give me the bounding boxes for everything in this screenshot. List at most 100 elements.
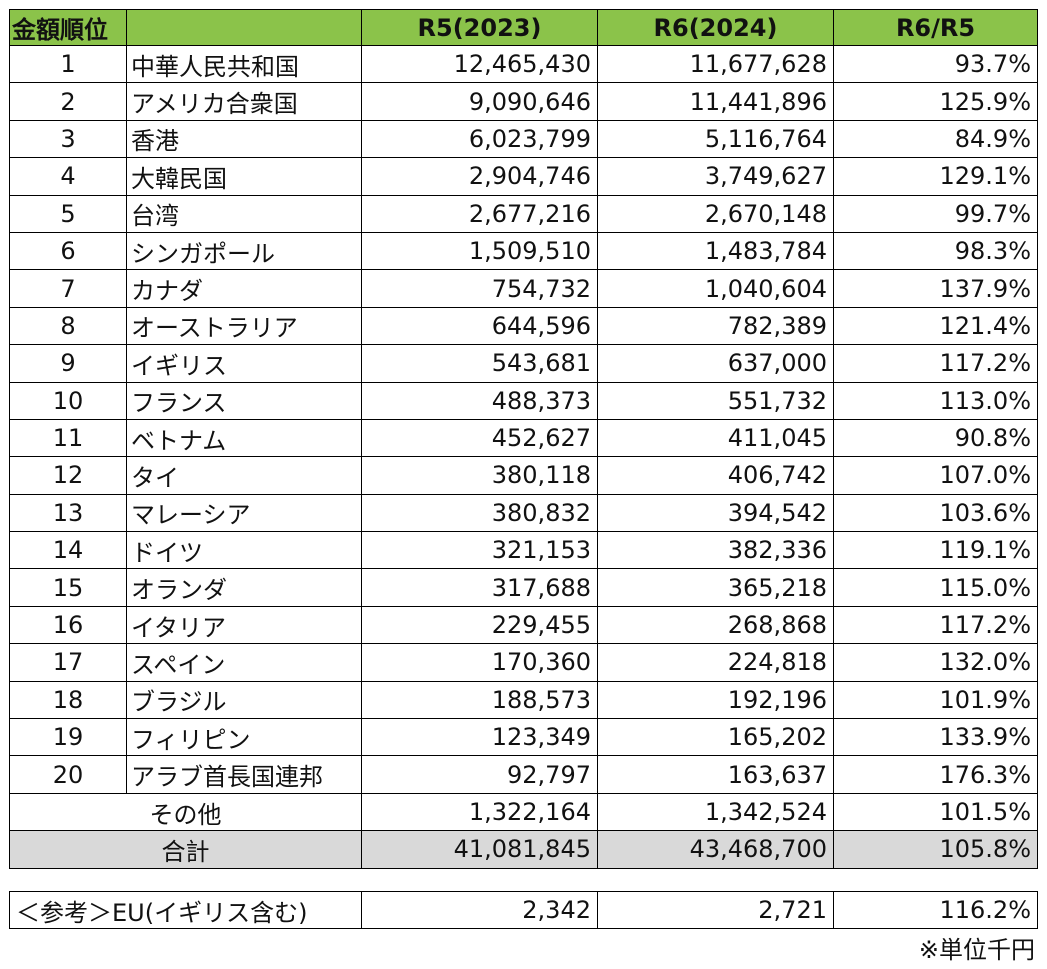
- table-row: 16 イタリア 229,455 268,868 117.2%: [9, 605, 1038, 645]
- rank-cell: 4: [9, 157, 127, 196]
- ratio-cell: 84.9%: [833, 119, 1038, 159]
- ratio-cell: 176.3%: [833, 755, 1038, 794]
- country-cell: ブラジル: [126, 680, 362, 720]
- ratio-cell: 129.1%: [833, 157, 1038, 196]
- country-cell: フィリピン: [126, 718, 362, 757]
- ratio-cell: 113.0%: [833, 381, 1038, 420]
- country-cell: カナダ: [126, 269, 362, 308]
- country-cell: タイ: [126, 456, 362, 495]
- rank-cell: 12: [9, 456, 127, 495]
- total-ratio: 105.8%: [833, 830, 1038, 869]
- rank-cell: 5: [9, 194, 127, 233]
- rank-cell: 7: [9, 269, 127, 308]
- others-row: その他 1,322,164 1,342,524 101.5%: [9, 792, 1038, 832]
- country-cell: アラブ首長国連邦: [126, 755, 362, 794]
- reference-r5: 2,342: [361, 891, 598, 929]
- r5-value-cell: 2,904,746: [361, 157, 598, 196]
- rank-cell: 9: [9, 344, 127, 383]
- r6-value-cell: 2,670,148: [597, 194, 834, 233]
- r6-value-cell: 165,202: [597, 718, 834, 757]
- table-row: 11 ベトナム 452,627 411,045 90.8%: [9, 418, 1038, 458]
- r5-value-cell: 123,349: [361, 718, 598, 757]
- export-ranking-table: 金額順位 R5(2023) R6(2024) R6/R5 1 中華人民共和国 12,…: [9, 9, 1038, 869]
- r5-value-cell: 229,455: [361, 605, 598, 645]
- table-row: 10 フランス 488,373 551,732 113.0%: [9, 381, 1038, 420]
- r5-header: R5(2023): [361, 9, 598, 46]
- rank-cell: 15: [9, 568, 127, 607]
- country-cell: ドイツ: [126, 531, 362, 570]
- r5-value-cell: 6,023,799: [361, 119, 598, 159]
- r5-value-cell: 644,596: [361, 306, 598, 346]
- rank-cell: 13: [9, 493, 127, 533]
- r6-value-cell: 3,749,627: [597, 157, 834, 196]
- country-cell: アメリカ合衆国: [126, 82, 362, 121]
- ratio-cell: 99.7%: [833, 194, 1038, 233]
- ratio-cell: 101.9%: [833, 680, 1038, 720]
- rank-cell: 14: [9, 531, 127, 570]
- country-cell: マレーシア: [126, 493, 362, 533]
- r5-value-cell: 9,090,646: [361, 82, 598, 121]
- rank-cell: 20: [9, 755, 127, 794]
- rank-header: 金額順位: [9, 9, 127, 46]
- ratio-header: R6/R5: [833, 9, 1038, 46]
- country-cell: スペイン: [126, 643, 362, 682]
- r6-value-cell: 551,732: [597, 381, 834, 420]
- r6-value-cell: 268,868: [597, 605, 834, 645]
- table-row: 19 フィリピン 123,349 165,202 133.9%: [9, 718, 1038, 757]
- table-body: 1 中華人民共和国 12,465,430 11,677,628 93.7% 2 アメリカ合衆…: [9, 44, 1038, 794]
- rank-cell: 19: [9, 718, 127, 757]
- rank-cell: 17: [9, 643, 127, 682]
- r5-value-cell: 754,732: [361, 269, 598, 308]
- ratio-cell: 137.9%: [833, 269, 1038, 308]
- r5-value-cell: 1,509,510: [361, 231, 598, 271]
- country-cell: オランダ: [126, 568, 362, 607]
- table-row: 1 中華人民共和国 12,465,430 11,677,628 93.7%: [9, 44, 1038, 84]
- table-row: 14 ドイツ 321,153 382,336 119.1%: [9, 531, 1038, 570]
- table-row: 7 カナダ 754,732 1,040,604 137.9%: [9, 269, 1038, 308]
- r6-header: R6(2024): [597, 9, 834, 46]
- country-header: [126, 9, 362, 46]
- r6-value-cell: 782,389: [597, 306, 834, 346]
- table-row: 5 台湾 2,677,216 2,670,148 99.7%: [9, 194, 1038, 233]
- table-row: 9 イギリス 543,681 637,000 117.2%: [9, 344, 1038, 383]
- rank-cell: 18: [9, 680, 127, 720]
- r6-value-cell: 1,040,604: [597, 269, 834, 308]
- ratio-cell: 107.0%: [833, 456, 1038, 495]
- table-row: 2 アメリカ合衆国 9,090,646 11,441,896 125.9%: [9, 82, 1038, 121]
- rank-cell: 6: [9, 231, 127, 271]
- r6-value-cell: 406,742: [597, 456, 834, 495]
- ratio-cell: 121.4%: [833, 306, 1038, 346]
- ratio-cell: 98.3%: [833, 231, 1038, 271]
- r5-value-cell: 321,153: [361, 531, 598, 570]
- reference-r6: 2,721: [597, 891, 834, 929]
- country-cell: イギリス: [126, 344, 362, 383]
- r6-value-cell: 224,818: [597, 643, 834, 682]
- r6-value-cell: 365,218: [597, 568, 834, 607]
- total-label: 合計: [9, 830, 362, 869]
- r5-value-cell: 170,360: [361, 643, 598, 682]
- r6-value-cell: 394,542: [597, 493, 834, 533]
- r5-value-cell: 543,681: [361, 344, 598, 383]
- ratio-cell: 93.7%: [833, 44, 1038, 84]
- r6-value-cell: 163,637: [597, 755, 834, 794]
- table-row: 13 マレーシア 380,832 394,542 103.6%: [9, 493, 1038, 533]
- table-row: 4 大韓民国 2,904,746 3,749,627 129.1%: [9, 157, 1038, 196]
- r5-value-cell: 452,627: [361, 418, 598, 458]
- r6-value-cell: 637,000: [597, 344, 834, 383]
- reference-label: ＜参考＞EU(イギリス含む): [9, 891, 362, 929]
- reference-table: ＜参考＞EU(イギリス含む) 2,342 2,721 116.2%: [9, 891, 1038, 929]
- r6-value-cell: 192,196: [597, 680, 834, 720]
- table-row: 8 オーストラリア 644,596 782,389 121.4%: [9, 306, 1038, 346]
- reference-row: ＜参考＞EU(イギリス含む) 2,342 2,721 116.2%: [9, 891, 1038, 929]
- r5-value-cell: 380,118: [361, 456, 598, 495]
- ratio-cell: 90.8%: [833, 418, 1038, 458]
- table-row: 12 タイ 380,118 406,742 107.0%: [9, 456, 1038, 495]
- ratio-cell: 117.2%: [833, 344, 1038, 383]
- r6-value-cell: 11,441,896: [597, 82, 834, 121]
- ratio-cell: 119.1%: [833, 531, 1038, 570]
- total-r6: 43,468,700: [597, 830, 834, 869]
- country-cell: シンガポール: [126, 231, 362, 271]
- table-row: 18 ブラジル 188,573 192,196 101.9%: [9, 680, 1038, 720]
- rank-cell: 8: [9, 306, 127, 346]
- r5-value-cell: 12,465,430: [361, 44, 598, 84]
